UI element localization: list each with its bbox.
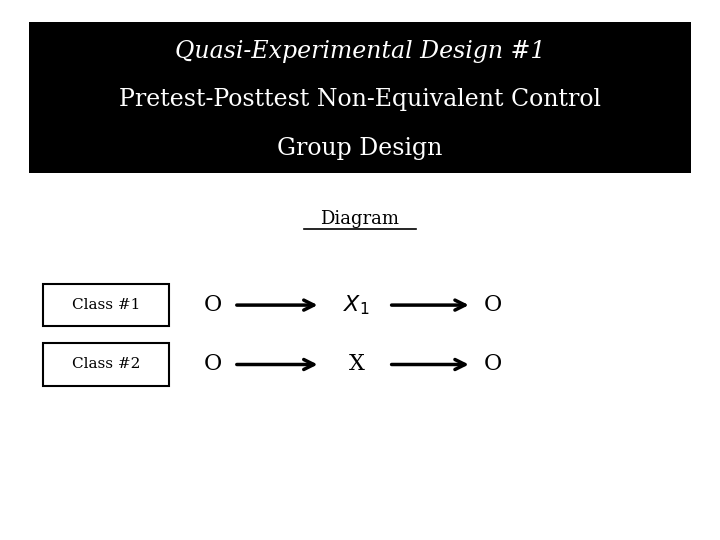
Text: O: O xyxy=(484,354,503,375)
Text: Pretest-Posttest Non-Equivalent Control: Pretest-Posttest Non-Equivalent Control xyxy=(119,89,601,111)
Text: X: X xyxy=(348,354,364,375)
FancyBboxPatch shape xyxy=(29,22,691,173)
Text: O: O xyxy=(484,294,503,316)
Text: Class #1: Class #1 xyxy=(72,298,140,312)
Text: Class #2: Class #2 xyxy=(72,357,140,372)
FancyBboxPatch shape xyxy=(43,343,169,386)
FancyBboxPatch shape xyxy=(43,284,169,326)
Text: $X_1$: $X_1$ xyxy=(343,293,369,317)
Text: O: O xyxy=(203,294,222,316)
Text: Quasi-Experimental Design #1: Quasi-Experimental Design #1 xyxy=(175,40,545,63)
Text: O: O xyxy=(203,354,222,375)
Text: Group Design: Group Design xyxy=(277,137,443,160)
Text: Diagram: Diagram xyxy=(320,210,400,228)
